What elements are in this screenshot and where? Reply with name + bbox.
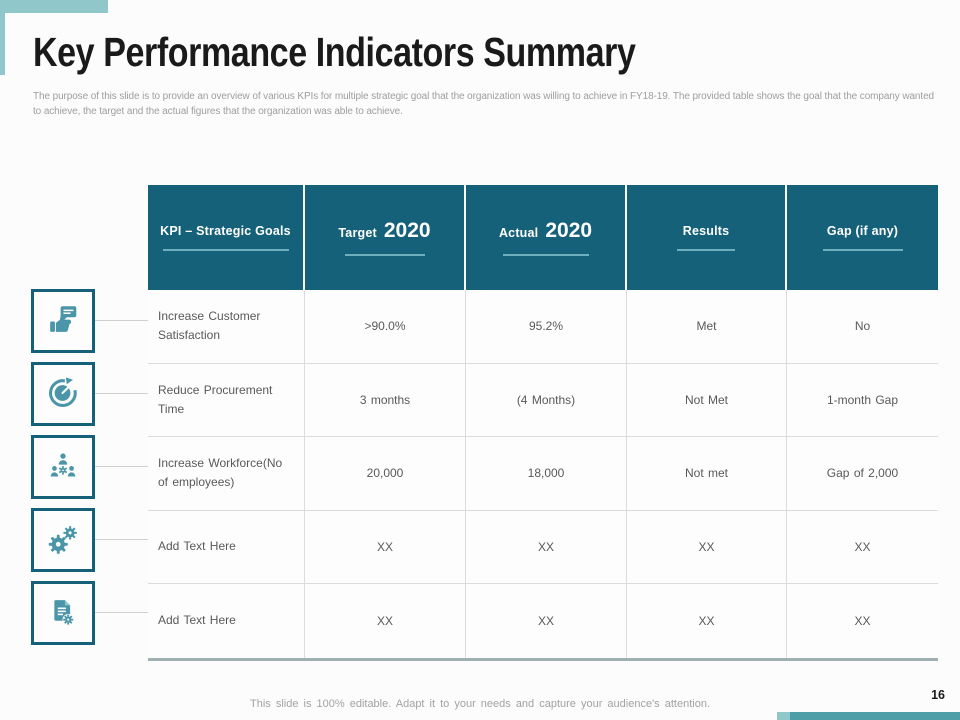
icon-box-process — [31, 508, 95, 572]
header-underline — [677, 249, 735, 251]
header-cell-actual: Actual 2020 — [466, 185, 627, 290]
table-cell-gap: 1-month Gap — [787, 363, 938, 437]
header-label: Results — [682, 224, 730, 238]
header-year: 2020 — [545, 219, 593, 242]
icon-box-workforce — [31, 435, 95, 499]
table-cell-target: XX — [305, 510, 466, 584]
icon-box-procurement-time — [31, 362, 95, 426]
table-cell-result: XX — [627, 510, 787, 584]
connector-line — [95, 320, 148, 321]
table-cell-kpi-placeholder: Add Text Here — [148, 584, 305, 658]
bottom-accent-bar-tip — [777, 712, 790, 720]
table-cell-kpi: Increase Customer Satisfaction — [148, 290, 305, 364]
connector-line — [95, 539, 148, 540]
header-underline — [822, 249, 903, 251]
time-gauge-refresh-icon — [49, 377, 77, 407]
thumbs-up-feedback-icon — [50, 306, 77, 332]
icon-box-customer-satisfaction — [31, 289, 95, 353]
table-cell-gap: XX — [787, 584, 938, 658]
header-cell-target: Target 2020 — [305, 185, 466, 290]
kpi-table: KPI – Strategic Goals Target 2020 Actual 2… — [148, 185, 938, 661]
header-underline — [344, 254, 425, 256]
header-cell-gap: Gap (if any) — [787, 185, 938, 290]
bottom-accent-bar — [777, 712, 960, 720]
table-cell-kpi-placeholder: Add Text Here — [148, 510, 305, 584]
slide-description: The purpose of this slide is to provide … — [33, 91, 934, 117]
table-cell-gap: No — [787, 290, 938, 364]
table-cell-gap: Gap of 2,000 — [787, 437, 938, 511]
gears-icon — [48, 526, 77, 554]
document-settings-icon — [54, 600, 74, 626]
connector-line — [95, 466, 148, 467]
header-year: 2020 — [383, 219, 431, 242]
header-underline — [162, 249, 289, 251]
table-cell-actual: 18,000 — [466, 437, 627, 511]
table-cell-result: Not met — [627, 437, 787, 511]
footer-note: This slide is 100% editable. Adapt it to… — [250, 698, 710, 710]
header-cell-kpi: KPI – Strategic Goals — [148, 185, 305, 290]
table-body: Increase Customer Satisfaction >90.0% 95… — [148, 290, 938, 658]
workforce-hierarchy-icon — [50, 453, 76, 477]
icon-box-report — [31, 581, 95, 645]
page-title: Key Performance Indicators Summary — [33, 29, 636, 75]
corner-accent-bar-vertical — [0, 0, 5, 75]
header-label: Target — [338, 226, 377, 240]
table-cell-result: Not Met — [627, 363, 787, 437]
table-cell-kpi: Reduce Procurement Time — [148, 363, 305, 437]
connector-line — [95, 612, 148, 613]
table-cell-target: XX — [305, 584, 466, 658]
header-label: KPI – Strategic Goals — [160, 224, 291, 238]
table-cell-target: 20,000 — [305, 437, 466, 511]
table-cell-target: >90.0% — [305, 290, 466, 364]
page-number: 16 — [931, 688, 945, 702]
table-cell-actual: (4 Months) — [466, 363, 627, 437]
table-cell-actual: XX — [466, 510, 627, 584]
header-cell-results: Results — [627, 185, 787, 290]
table-cell-actual: 95.2% — [466, 290, 627, 364]
header-label: Actual — [498, 226, 539, 240]
table-cell-gap: XX — [787, 510, 938, 584]
table-cell-target: 3 months — [305, 363, 466, 437]
table-cell-result: XX — [627, 584, 787, 658]
table-header-row: KPI – Strategic Goals Target 2020 Actual 2… — [148, 185, 938, 290]
table-cell-result: Met — [627, 290, 787, 364]
table-bottom-line — [148, 657, 938, 661]
corner-accent-bar-horizontal — [0, 0, 108, 13]
table-cell-actual: XX — [466, 584, 627, 658]
header-underline — [502, 254, 589, 256]
header-label: Gap (if any) — [826, 224, 899, 238]
connector-line — [95, 393, 148, 394]
table-cell-kpi: Increase Workforce(No of employees) — [148, 437, 305, 511]
